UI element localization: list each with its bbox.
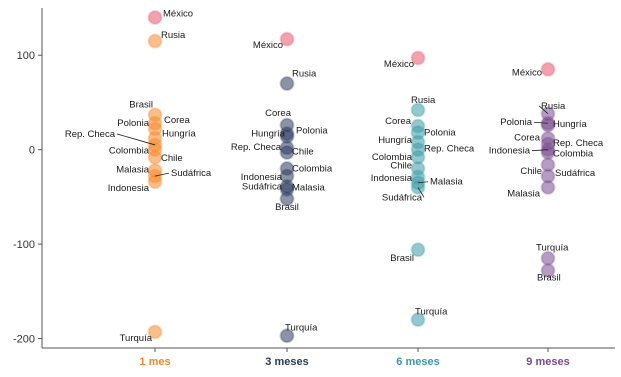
point-label-3-meses-indonesia: Indonesia [241, 172, 283, 183]
point-label-9-meses-malasia: Malasia [507, 188, 540, 199]
point-label-9-meses-chile: Chile [520, 166, 542, 177]
point-1-mes-mexico [147, 9, 163, 25]
leader-line [417, 187, 425, 198]
y-tick-label: -200 [13, 334, 35, 346]
point-label-6-meses-polonia: Polonia [424, 128, 456, 139]
point-9-meses-malasia [540, 179, 556, 195]
point-label-9-meses-rusia: Rusia [541, 101, 566, 112]
x-tick-label: 1 mes [139, 356, 170, 368]
point-label-9-meses-turquia: Turquía [536, 242, 569, 253]
point-label-3-meses-polonia: Polonia [296, 126, 328, 137]
point-label-6-meses-rusia: Rusia [411, 95, 436, 106]
axes: 100 0 -100 -200 1 mes 3 meses 6 meses 9 meses [13, 8, 615, 368]
point-label-9-meses-hungria: Hungría [553, 119, 588, 130]
point-label-6-meses-colombia: Colombia [372, 152, 413, 163]
leader-line [116, 133, 156, 146]
point-label-1-mes-brasil: Brasil [129, 100, 153, 111]
point-label-6-meses-indonesia: Indonesia [371, 173, 413, 184]
leader-line [538, 105, 549, 115]
leader-line [531, 149, 549, 152]
point-label-1-mes-corea: Corea [164, 115, 191, 126]
x-tick-label: 3 meses [265, 356, 308, 368]
point-label-6-meses-mexico: México [384, 59, 414, 70]
point-label-3-meses-brasil: Brasil [275, 202, 299, 213]
point-label-6-meses-corea: Corea [385, 116, 412, 127]
point-9-meses-hungria [540, 117, 556, 133]
leader-line [417, 181, 429, 184]
point-3-meses-chile [279, 145, 295, 160]
point-1-mes-indonesia [147, 174, 163, 190]
point-6-meses-mexico [410, 50, 426, 66]
point-label-1-mes-colombia: Colombia [109, 146, 150, 157]
point-1-mes-rusia [147, 33, 163, 49]
x-tick-label: 9 meses [526, 356, 569, 368]
point-3-meses-rusia [279, 76, 295, 92]
point-label-3-meses-rusia: Rusia [292, 69, 317, 80]
point-3-meses-mexico [279, 31, 295, 47]
point-label-9-meses-polonia: Polonia [500, 117, 532, 128]
point-label-3-meses-chile: Chile [292, 147, 314, 158]
y-tick-label: -100 [13, 239, 35, 251]
point-label-3-meses-corea: Corea [265, 108, 292, 119]
point-label-6-meses-hungria: Hungría [378, 135, 413, 146]
points [147, 9, 556, 344]
x-tick-label: 6 meses [396, 356, 439, 368]
point-9-meses-mexico [540, 61, 556, 77]
point-1-mes-chile [147, 149, 163, 165]
point-9-meses-brasil [540, 263, 556, 279]
point-1-mes-turquia [147, 324, 163, 340]
point-6-meses-rusia [410, 102, 426, 118]
point-label-3-meses-rep-checa: Rep. Checa [231, 142, 282, 153]
point-label-9-meses-corea: Corea [514, 132, 541, 143]
point-label-1-mes-rep-checa: Rep. Checa [65, 129, 116, 140]
point-label-6-meses-chile: Chile [390, 161, 412, 172]
point-6-meses-turquia [410, 312, 426, 328]
point-label-9-meses-mexico: México [512, 67, 542, 78]
point-label-9-meses-rep-checa: Rep. Checa [553, 138, 604, 149]
point-label-9-meses-colombia: Colombia [553, 149, 594, 160]
point-label-3-meses-mexico: México [253, 40, 283, 51]
leader-line [154, 172, 170, 177]
point-label-1-mes-hungria: Hungría [162, 128, 197, 139]
point-label-1-mes-mexico: México [163, 8, 193, 19]
y-tick-label: 100 [17, 50, 35, 62]
point-label-3-meses-malasia: Malasia [292, 183, 325, 194]
point-label-3-meses-hungria: Hungría [251, 128, 286, 139]
point-3-meses-brasil [279, 191, 295, 207]
point-label-3-meses-colombia: Colombia [292, 164, 333, 175]
point-label-6-meses-rep-checa: Rep. Checa [424, 144, 475, 155]
point-label-1-mes-polonia: Polonia [117, 118, 149, 129]
point-label-9-meses-sudafrica: Sudáfrica [555, 168, 596, 179]
point-6-meses-brasil [410, 242, 426, 258]
point-label-1-mes-chile: Chile [161, 153, 183, 164]
point-label-6-meses-brasil: Brasil [390, 253, 414, 264]
y-tick-label: 0 [29, 145, 35, 157]
point-label-1-mes-indonesia: Indonesia [108, 183, 150, 194]
point-label-1-mes-sudafrica: Sudáfrica [171, 168, 212, 179]
point-label-3-meses-turquia: Turquía [285, 323, 318, 334]
point-label-6-meses-malasia: Malasia [430, 177, 463, 188]
point-9-meses-turquia [540, 250, 556, 266]
point-label-9-meses-brasil: Brasil [537, 273, 561, 284]
leader-line [533, 121, 549, 124]
point-3-meses-turquia [279, 328, 295, 344]
point-3-meses-polonia [279, 126, 295, 142]
point-labels: México Rusia Brasil Corea Polonia Hungría Rep.… [65, 8, 604, 344]
point-label-6-meses-sudafrica: Sudáfrica [382, 192, 423, 203]
point-label-1-mes-rusia: Rusia [161, 30, 186, 41]
point-label-3-meses-sudafrica: Sudáfrica [242, 181, 283, 192]
point-label-1-mes-malasia: Malasia [116, 164, 149, 175]
point-label-9-meses-indonesia: Indonesia [489, 146, 531, 157]
point-label-1-mes-turquia: Turquía [120, 333, 153, 344]
point-label-6-meses-turquia: Turquía [415, 307, 448, 318]
